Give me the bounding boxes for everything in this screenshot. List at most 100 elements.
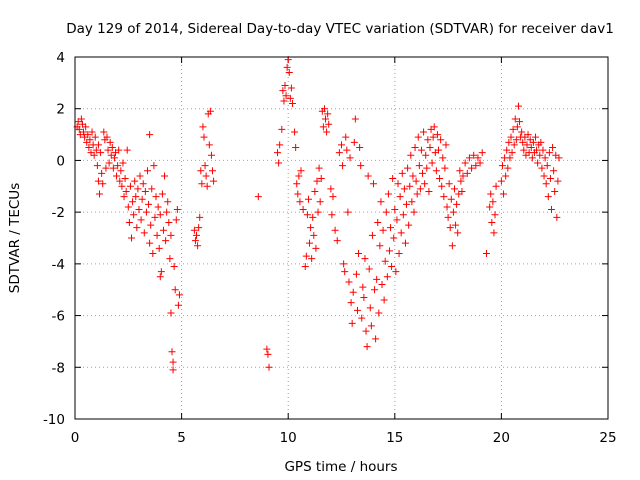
data-point <box>118 182 126 190</box>
data-point <box>401 239 409 247</box>
data-point <box>408 198 416 206</box>
data-point <box>299 206 307 214</box>
data-point <box>395 250 403 258</box>
data-point <box>527 144 535 151</box>
data-point <box>150 162 158 170</box>
data-point <box>368 231 376 239</box>
data-point <box>149 250 157 258</box>
data-point <box>358 314 366 322</box>
data-point <box>546 175 554 183</box>
data-point <box>166 255 174 263</box>
data-point <box>263 345 271 353</box>
data-point <box>343 146 351 154</box>
data-point <box>389 175 397 183</box>
data-point <box>445 180 453 188</box>
data-point <box>327 185 335 193</box>
data-point <box>322 115 330 123</box>
data-point <box>328 211 336 219</box>
data-point <box>353 306 361 314</box>
data-point <box>207 151 215 159</box>
data-point <box>77 115 85 123</box>
data-point <box>384 190 392 198</box>
y-tick-label: -4 <box>52 257 65 273</box>
data-point <box>135 206 143 214</box>
data-point <box>523 141 531 149</box>
data-point <box>97 149 105 157</box>
data-point <box>403 200 411 208</box>
data-point <box>96 190 104 198</box>
data-point <box>126 182 134 190</box>
data-point <box>433 131 441 139</box>
data-point <box>348 319 356 327</box>
data-point <box>407 151 415 159</box>
data-point <box>175 291 183 299</box>
data-point <box>301 262 309 270</box>
data-point <box>504 164 512 172</box>
data-point <box>125 218 133 226</box>
data-point <box>425 187 433 195</box>
data-point <box>520 146 528 154</box>
data-point <box>533 146 541 154</box>
data-point <box>296 198 304 206</box>
data-point <box>545 149 553 157</box>
data-point <box>294 190 302 198</box>
y-axis-label: SDTVAR / TECUs <box>7 183 23 293</box>
data-point <box>468 164 476 172</box>
data-point <box>486 203 494 211</box>
data-point <box>197 167 205 175</box>
data-point <box>314 208 322 216</box>
data-point <box>416 185 424 193</box>
data-point <box>379 226 387 234</box>
data-point <box>295 172 303 180</box>
data-point <box>376 242 384 250</box>
data-point <box>382 208 390 216</box>
data-point <box>110 154 118 162</box>
data-point <box>154 203 162 211</box>
data-point <box>366 304 374 312</box>
data-point <box>139 180 147 188</box>
data-point <box>203 182 211 190</box>
data-point <box>264 350 272 358</box>
data-point <box>313 177 321 185</box>
data-point <box>142 208 150 216</box>
data-point <box>276 141 284 149</box>
data-point <box>311 187 319 195</box>
data-point <box>378 281 386 289</box>
data-point <box>459 172 467 180</box>
data-point <box>446 224 454 232</box>
data-point <box>132 193 140 201</box>
data-point <box>441 164 449 172</box>
data-point <box>136 172 144 180</box>
data-point <box>344 208 352 216</box>
data-point <box>371 286 379 294</box>
data-point <box>524 131 532 139</box>
data-point <box>347 299 355 307</box>
data-point <box>195 224 203 232</box>
data-point <box>193 231 201 239</box>
data-point <box>482 250 490 258</box>
data-point <box>360 293 368 301</box>
data-point <box>491 211 499 219</box>
data-point <box>414 133 422 141</box>
data-point <box>286 94 294 102</box>
data-point <box>325 120 333 128</box>
data-point <box>516 118 524 126</box>
data-point <box>106 138 114 146</box>
data-point <box>283 63 291 71</box>
data-point <box>162 237 170 245</box>
data-point <box>534 159 542 167</box>
data-point <box>399 211 407 219</box>
data-point <box>346 154 354 162</box>
data-point <box>98 169 106 177</box>
data-point <box>194 242 202 250</box>
x-tick-label: 25 <box>599 430 616 446</box>
data-point <box>312 244 320 252</box>
data-point <box>409 172 417 180</box>
data-point <box>375 309 383 317</box>
data-point <box>287 84 295 92</box>
data-point <box>196 213 204 221</box>
x-tick-label: 10 <box>280 430 297 446</box>
data-point <box>412 177 420 185</box>
